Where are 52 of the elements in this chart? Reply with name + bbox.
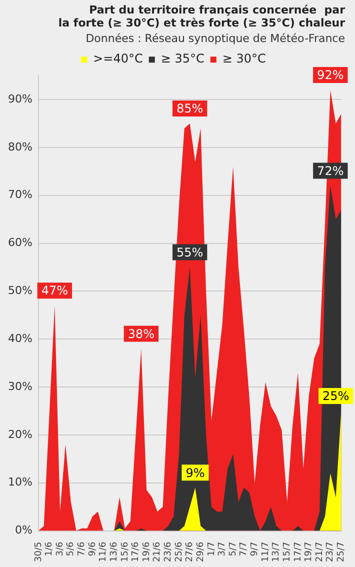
x-tick-label: 7/6 (77, 542, 88, 556)
chart-title: Part du territoire français concernée par la forte (≥ 30°C) et très forte (≥ 35°C) chaleur (58, 3, 346, 30)
x-tick-label: 5/7 (228, 542, 238, 556)
chart-subtitle: Données : Réseau synoptique de Météo-France (86, 32, 346, 45)
x-tick-label: 19/6 (142, 542, 152, 562)
x-tick-label: 5/6 (66, 542, 76, 556)
data-label: 55% (176, 245, 204, 260)
y-tick-label: 50% (8, 284, 32, 298)
x-tick-label: 21/7 (314, 542, 325, 562)
x-tick-label: 23/7 (326, 542, 336, 562)
x-tick-label: 21/6 (152, 542, 163, 562)
x-tick-label: 25/7 (336, 542, 347, 562)
y-tick-label: 70% (8, 188, 32, 202)
x-tick-label: 17/7 (293, 542, 304, 562)
x-tick-label: 13/6 (109, 542, 120, 562)
x-tick-label: 23/6 (164, 542, 174, 562)
x-tick-label: 7/7 (239, 542, 250, 556)
x-tick-label: 9/6 (88, 542, 98, 556)
y-tick-label: 30% (8, 380, 32, 393)
x-tick-label: 25/6 (174, 542, 184, 562)
y-tick-label: 90% (8, 92, 32, 106)
data-label: 25% (322, 389, 350, 404)
x-tick-label: 11/6 (98, 542, 109, 562)
legend-label: ≥ 35°C (160, 52, 204, 66)
x-tick-label: 15/7 (282, 542, 292, 562)
x-tick-label: 1/6 (44, 542, 55, 556)
legend-label: >=40°C (93, 52, 143, 66)
x-tick-label: 13/7 (272, 542, 282, 562)
x-tick-label: 3/6 (55, 542, 66, 556)
y-tick-label: 20% (8, 428, 32, 441)
data-label: 72% (317, 164, 344, 178)
y-tick-label: 60% (8, 236, 32, 250)
x-tick-label: 9/7 (250, 542, 260, 556)
y-tick-label: 10% (8, 476, 32, 489)
x-tick-label: 30/5 (34, 542, 44, 562)
x-tick-label: 17/6 (131, 542, 142, 562)
y-tick-label: 80% (8, 140, 32, 154)
y-tick-label: 0% (14, 524, 32, 537)
x-tick-label: 19/7 (304, 542, 314, 562)
y-tick-label: 40% (8, 332, 32, 345)
x-tick-label: 11/7 (260, 542, 271, 562)
data-label: 47% (41, 284, 68, 298)
data-label: 85% (176, 102, 204, 116)
x-tick-label: 15/6 (120, 542, 130, 562)
data-label: 9% (186, 466, 205, 480)
x-tick-label: 27/6 (185, 542, 196, 562)
data-label: 38% (128, 326, 155, 341)
x-tick-label: 29/6 (196, 542, 206, 562)
x-tick-label: 1/7 (206, 542, 217, 556)
legend-label: ≥ 30°C (222, 52, 266, 66)
x-tick-label: 3/7 (218, 542, 228, 556)
data-label: 92% (317, 68, 344, 82)
